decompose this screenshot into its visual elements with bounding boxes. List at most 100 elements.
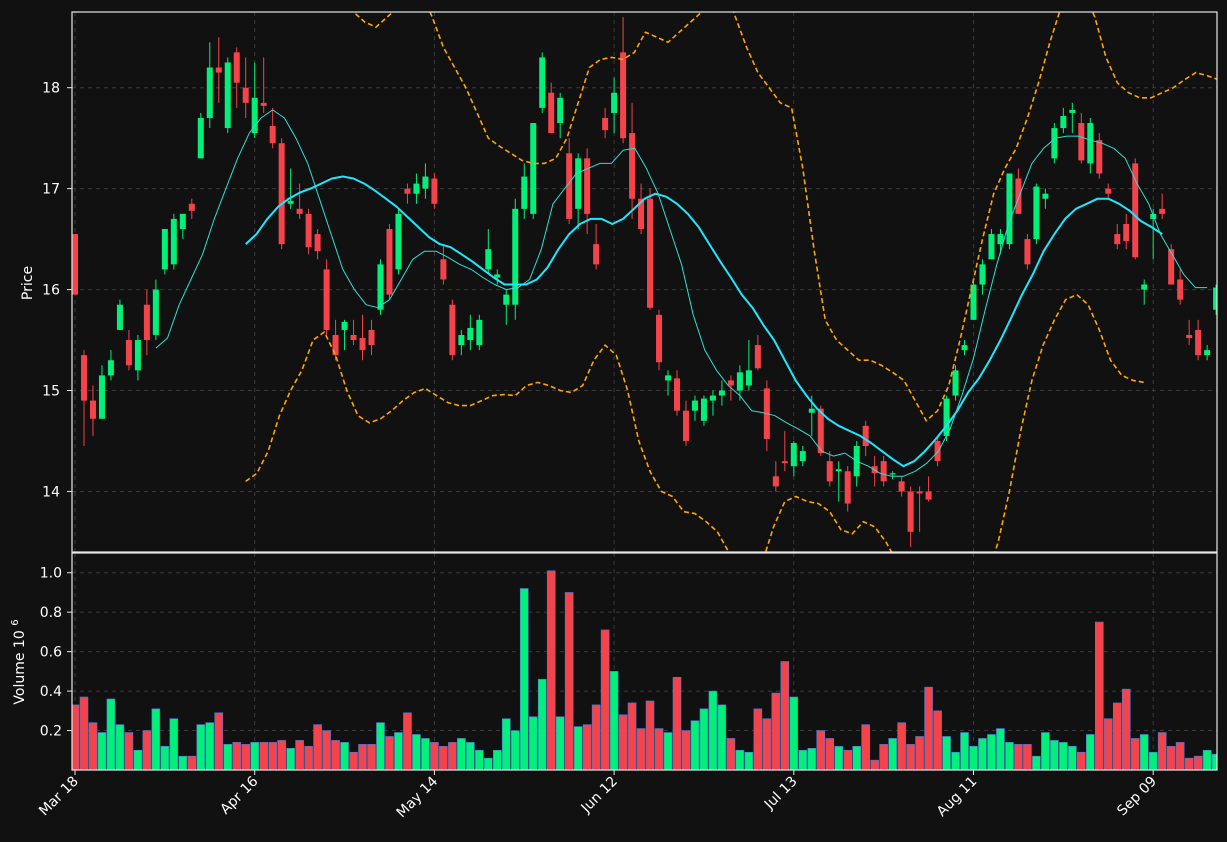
- candle-body: [1042, 193, 1049, 199]
- volume-bar: [304, 746, 313, 770]
- candle-body: [1141, 284, 1148, 290]
- candle-body: [494, 274, 501, 278]
- volume-bar: [753, 708, 763, 770]
- candle-body: [1177, 279, 1184, 300]
- volume-axis-label: Volume 10 6: [10, 619, 28, 704]
- volume-bar: [72, 704, 80, 770]
- candle-body: [395, 213, 402, 270]
- candle-body: [1105, 188, 1112, 194]
- candle-body: [790, 442, 797, 467]
- volume-bar: [133, 749, 143, 770]
- candle-body: [700, 398, 707, 421]
- volume-bar: [484, 757, 493, 770]
- volume-bar: [816, 730, 826, 770]
- volume-bar: [600, 629, 610, 770]
- candle-body: [647, 198, 654, 308]
- fast-moving-average-line: [155, 109, 1208, 477]
- candle-body: [736, 372, 743, 391]
- volume-bar: [690, 720, 700, 770]
- volume-bar: [510, 730, 520, 770]
- candle-body: [206, 67, 213, 118]
- candle-body: [754, 345, 761, 369]
- candle-body: [1195, 329, 1202, 356]
- volume-bar: [142, 730, 152, 770]
- volume-bar: [699, 708, 709, 770]
- candle-body: [781, 461, 788, 464]
- volume-bar: [1139, 734, 1149, 770]
- candle-body: [1132, 163, 1139, 258]
- candle-body: [161, 229, 168, 270]
- volume-bar: [978, 738, 987, 770]
- candle-body: [224, 62, 231, 129]
- candle-body: [269, 126, 276, 144]
- volume-bar: [798, 749, 808, 770]
- candle-body: [889, 473, 896, 475]
- candle-body: [808, 408, 815, 413]
- volume-tick-label: 1.0: [40, 566, 62, 582]
- volume-bar: [717, 704, 727, 770]
- volume-bar: [1202, 749, 1212, 770]
- volume-bar: [115, 724, 125, 770]
- volume-bar: [124, 732, 134, 770]
- volume-bar: [618, 714, 628, 770]
- volume-bar: [160, 746, 170, 770]
- price-tick-label: 17: [42, 182, 60, 198]
- candle-body: [242, 87, 249, 103]
- volume-bar: [286, 747, 295, 770]
- candle-body: [593, 244, 600, 265]
- candle-body: [620, 52, 627, 139]
- volume-bar: [88, 722, 98, 770]
- price-y-ticks: 14 15 16 17 18: [42, 81, 72, 500]
- candle-body: [1033, 186, 1040, 240]
- candle-body: [844, 471, 851, 504]
- volume-bar: [394, 732, 403, 770]
- volume-bar: [897, 722, 906, 770]
- volume-bar: [843, 749, 853, 770]
- volume-bar: [448, 742, 457, 770]
- candle-body: [260, 102, 267, 106]
- volume-bar: [367, 744, 376, 770]
- candle-body: [1060, 115, 1067, 129]
- volume-bar: [1103, 718, 1113, 770]
- candle-body: [386, 229, 393, 295]
- candle-body: [188, 203, 195, 211]
- volume-bar: [466, 742, 475, 770]
- candle-body: [673, 378, 680, 411]
- candle-body: [98, 375, 105, 419]
- volume-bar: [1094, 621, 1104, 770]
- candle-body: [305, 213, 312, 248]
- volume-bar: [915, 736, 924, 770]
- volume-bar: [708, 690, 718, 770]
- volume-bar: [187, 755, 197, 770]
- candle-body: [709, 395, 716, 401]
- volume-bar: [358, 744, 367, 770]
- slow-moving-average-line: [245, 175, 1163, 468]
- candle-body: [458, 334, 465, 346]
- volume-tick-label: 0.4: [40, 684, 62, 700]
- candle-body: [341, 321, 348, 330]
- candle-body: [125, 340, 132, 366]
- candle-body: [835, 469, 842, 472]
- volume-bar: [1014, 744, 1023, 770]
- candle-body: [1168, 249, 1175, 285]
- price-panel-frame: [71, 11, 1218, 553]
- candle-body: [988, 234, 995, 260]
- candle-body: [530, 123, 537, 214]
- candle-body: [817, 408, 824, 454]
- volume-bar: [744, 751, 754, 770]
- volume-bar: [573, 726, 583, 770]
- volume-bar: [457, 738, 466, 770]
- volume-bar: [564, 592, 574, 770]
- candle-body: [1078, 123, 1085, 161]
- candle-body: [422, 176, 429, 189]
- volume-bar: [97, 732, 107, 770]
- volume-bar: [1077, 751, 1086, 770]
- candle-body: [665, 375, 672, 381]
- volume-bar: [996, 728, 1005, 770]
- candle-body: [880, 461, 887, 482]
- volume-bar: [501, 718, 511, 770]
- volume-bar: [555, 716, 565, 770]
- volume-bar: [205, 722, 215, 770]
- volume-bar: [987, 734, 996, 770]
